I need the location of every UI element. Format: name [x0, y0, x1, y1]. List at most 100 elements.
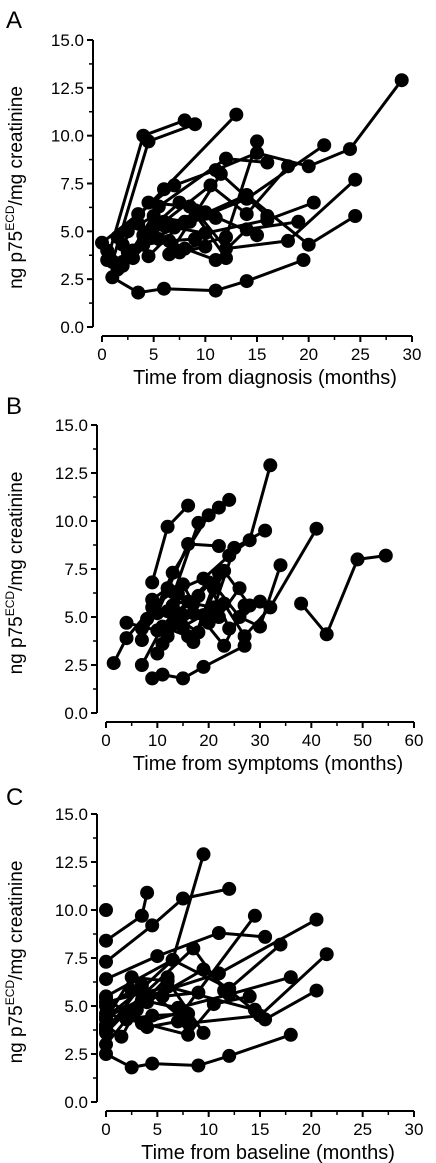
x-tick-label: 20 [302, 1120, 321, 1139]
x-tick-label: 15 [248, 345, 267, 364]
data-point [170, 1014, 185, 1029]
data-point [319, 627, 334, 642]
data-point [160, 974, 175, 988]
data-point [263, 600, 278, 615]
data-point [157, 281, 171, 296]
data-point [201, 508, 216, 523]
data-point [99, 989, 113, 1004]
data-point [119, 615, 134, 630]
data-point [350, 552, 365, 567]
y-tick-label: 5.0 [64, 997, 88, 1016]
data-point [141, 134, 156, 149]
x-tick-label: 25 [351, 345, 370, 364]
data-point [145, 592, 160, 607]
data-point [160, 581, 175, 596]
y-axis-label: ng p75ECD/mg creatinine [3, 472, 27, 675]
data-point [378, 548, 393, 563]
x-tick-label: 30 [405, 1120, 424, 1139]
data-point [176, 891, 190, 906]
data-point [141, 195, 156, 210]
x-tick-label: 30 [251, 731, 270, 750]
series-line [121, 201, 228, 259]
data-point [99, 972, 113, 987]
series-3 [99, 885, 155, 948]
data-point [317, 138, 332, 153]
series-20 [120, 209, 223, 239]
data-point [263, 458, 278, 473]
data-point [309, 983, 324, 998]
data-point [319, 947, 334, 962]
data-point [181, 1006, 196, 1021]
x-tick-label: 40 [302, 731, 321, 750]
data-point [309, 912, 324, 927]
data-point [99, 1037, 113, 1052]
data-point [99, 1025, 113, 1040]
data-point [181, 537, 196, 551]
data-point [273, 937, 288, 952]
data-point [99, 999, 113, 1013]
x-tick-label: 5 [149, 345, 158, 364]
data-point [239, 207, 254, 222]
y-tick-label: 2.5 [60, 270, 84, 289]
data-point [250, 228, 264, 243]
data-point [126, 251, 140, 266]
data-point [239, 222, 254, 237]
chart-panel-b: B 0.0 2.5 5.0 7.5 10.0 12.5 15.0 0 10 20 30 40 50 60Ti… [3, 393, 423, 775]
data-point [191, 1058, 206, 1073]
y-axis-label: ng p75ECD/mg creatinine [3, 86, 27, 289]
data-point [294, 596, 309, 611]
data-point [206, 600, 221, 615]
data-point [160, 519, 175, 534]
series-19 [99, 1004, 185, 1040]
data-point [260, 209, 275, 223]
data-point [206, 997, 221, 1012]
y-tick-label: 10.0 [51, 127, 84, 146]
data-point [222, 492, 237, 507]
data-point [145, 575, 160, 590]
chart-panel-c: C 0.0 2.5 5.0 7.5 10.0 12.5 15.0 0 5 10 15 20 25 30 Tim… [3, 784, 423, 1163]
data-point [191, 625, 206, 640]
series-18 [165, 577, 221, 630]
data-point [186, 941, 201, 956]
series-line [105, 887, 230, 963]
data-point [237, 629, 252, 644]
data-point [188, 117, 202, 132]
series-17 [115, 195, 233, 266]
data-point [219, 151, 233, 166]
data-point [281, 159, 295, 174]
series-17 [150, 581, 221, 661]
data-point [222, 881, 237, 896]
data-point [155, 667, 170, 682]
data-point [188, 232, 202, 246]
series-line [105, 989, 199, 1008]
data-point [237, 638, 252, 653]
data-point [134, 977, 149, 992]
y-tick-label: 7.5 [60, 175, 84, 194]
data-point [291, 214, 306, 229]
y-tick-label: 2.5 [64, 656, 88, 675]
data-point [110, 262, 125, 277]
series-4 [99, 1027, 298, 1075]
data-point [150, 646, 165, 661]
data-point [99, 1012, 113, 1027]
data-point [306, 195, 321, 210]
data-point [99, 954, 113, 969]
series-line [105, 853, 205, 1019]
data-point [394, 73, 409, 88]
data-point [343, 142, 357, 157]
data-point [211, 926, 226, 940]
data-point [182, 199, 197, 214]
series-line [299, 554, 386, 636]
series-5 [99, 881, 237, 969]
data-point [247, 1002, 262, 1017]
data-point [134, 633, 149, 647]
data-point [141, 249, 156, 264]
data-point [145, 1056, 160, 1071]
series-line [140, 586, 185, 630]
data-point [176, 577, 190, 592]
data-point [146, 209, 161, 223]
series-4 [145, 638, 252, 686]
series-line [104, 1012, 189, 1046]
data-point [301, 237, 316, 252]
